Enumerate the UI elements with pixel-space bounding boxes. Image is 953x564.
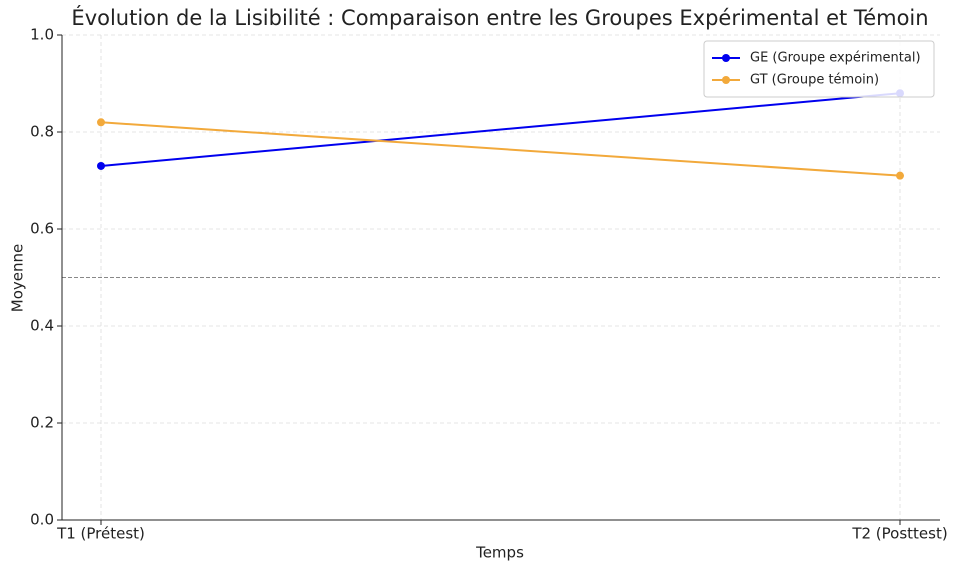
x-axis-label: Temps — [475, 544, 524, 562]
y-tick-label: 0.0 — [30, 511, 54, 529]
y-tick-label: 0.2 — [30, 414, 54, 432]
x-tick-label: T2 (Posttest) — [851, 525, 947, 543]
point — [97, 161, 105, 170]
legend-marker — [722, 76, 730, 84]
point — [896, 171, 904, 180]
series-line — [100, 121, 901, 177]
y-tick-label: 0.4 — [30, 317, 54, 335]
legend-marker — [722, 54, 730, 62]
y-axis-label: Moyenne — [9, 244, 27, 312]
legend-label: GT (Groupe témoin) — [750, 73, 879, 88]
legend-label: GE (Groupe expérimental) — [750, 51, 921, 66]
y-tick-label: 0.6 — [30, 220, 54, 238]
series-line — [100, 92, 901, 167]
legend-box — [703, 40, 935, 98]
chart-title: Évolution de la Lisibilité : Comparaison… — [71, 5, 928, 30]
point — [97, 118, 105, 127]
y-tick-label: 1.0 — [30, 26, 54, 44]
y-tick-label: 0.8 — [30, 123, 54, 141]
x-tick-label: T1 (Prétest) — [56, 525, 145, 543]
